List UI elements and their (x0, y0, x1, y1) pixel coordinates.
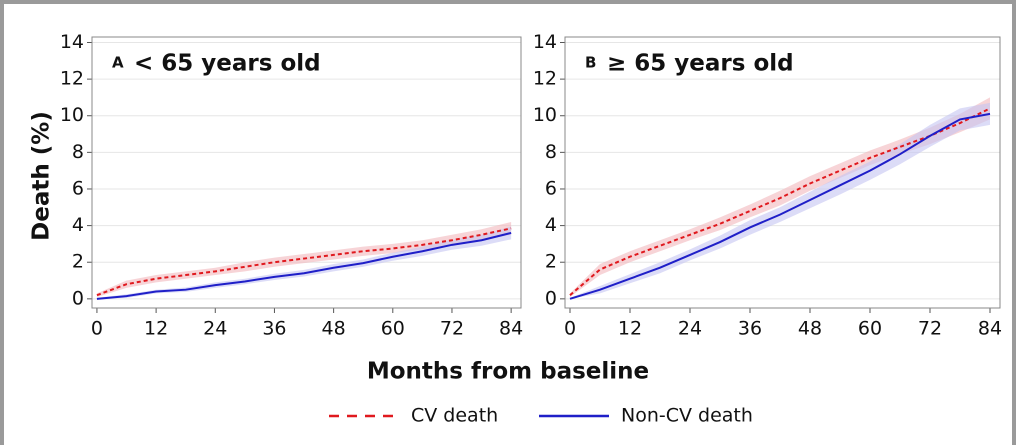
y-tick-label: 12 (533, 68, 557, 90)
x-tick-label: 84 (978, 318, 1002, 340)
y-tick-label: 6 (72, 177, 84, 199)
y-tick-label: 14 (533, 31, 557, 53)
y-tick-label: 4 (545, 214, 557, 236)
y-tick-label: 4 (72, 214, 84, 236)
x-axis-label: Months from baseline (367, 359, 649, 385)
x-tick-label: 60 (381, 318, 405, 340)
x-tick-label: 24 (678, 318, 702, 340)
legend-label: Non-CV death (621, 405, 753, 427)
series-line (96, 227, 512, 297)
chart: Death (%) Months from baseline 024681012… (29, 31, 1003, 427)
y-tick-label: 0 (72, 287, 84, 309)
y-tick-label: 10 (533, 104, 557, 126)
panel-title: < 65 years old (134, 51, 321, 77)
y-tick-label: 0 (545, 287, 557, 309)
x-tick-label: 36 (738, 318, 762, 340)
series-line (569, 112, 991, 300)
y-tick-label: 8 (72, 141, 84, 163)
plot-frame (91, 36, 522, 309)
y-tick-label: 8 (545, 141, 557, 163)
y-tick-label: 2 (545, 251, 557, 273)
y-tick-label: 6 (545, 177, 557, 199)
confidence-band (570, 102, 990, 299)
series-line (569, 107, 991, 296)
x-tick-label: 48 (322, 318, 346, 340)
x-tick-label: 12 (144, 318, 168, 340)
panel-title: ≥ 65 years old (607, 51, 794, 77)
y-tick-label: 14 (60, 31, 84, 53)
y-axis-label: Death (%) (29, 111, 55, 241)
x-tick-label: 72 (440, 318, 464, 340)
y-tick-label: 10 (60, 104, 84, 126)
x-tick-label: 84 (499, 318, 523, 340)
legend-label: CV death (411, 405, 498, 427)
plot-frame (564, 36, 1001, 309)
y-tick-label: 2 (72, 251, 84, 273)
x-tick-label: 36 (262, 318, 286, 340)
x-tick-label: 0 (91, 318, 103, 340)
x-tick-label: 72 (918, 318, 942, 340)
panel-label: B (585, 54, 596, 72)
x-tick-label: 0 (564, 318, 576, 340)
panel-label: A (112, 54, 124, 72)
x-tick-label: 24 (203, 318, 227, 340)
series-line (96, 231, 512, 300)
x-tick-label: 12 (618, 318, 642, 340)
x-tick-label: 48 (798, 318, 822, 340)
x-tick-label: 60 (858, 318, 882, 340)
y-tick-label: 12 (60, 68, 84, 90)
